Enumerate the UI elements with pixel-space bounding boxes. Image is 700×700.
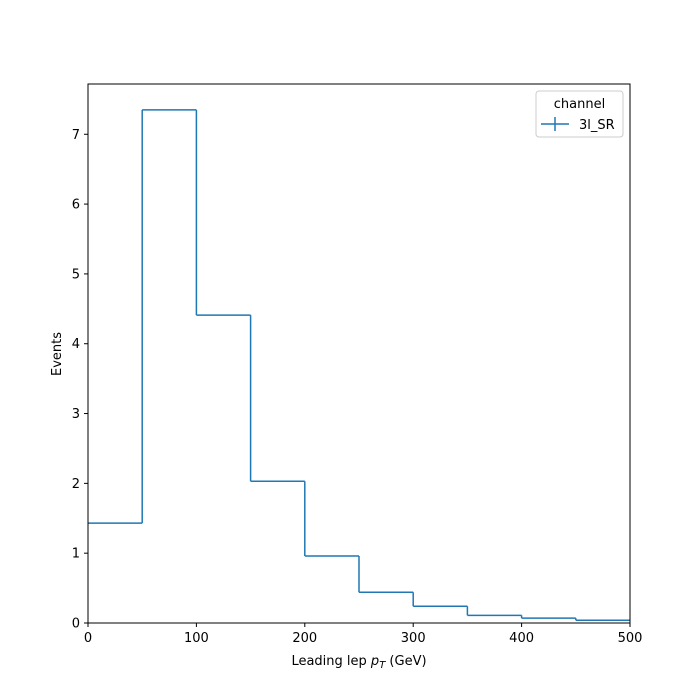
x-axis-ticks: 0 100 200 300 400 500 <box>84 623 643 646</box>
y-tick-label-2: 2 <box>72 477 80 492</box>
legend-title: channel <box>554 97 605 112</box>
x-tick-label-0: 0 <box>84 631 92 646</box>
y-tick-label-4: 4 <box>72 337 80 352</box>
histogram-marks <box>88 109 630 621</box>
y-tick-label-0: 0 <box>72 617 80 632</box>
y-tick-label-7: 7 <box>72 128 80 143</box>
plot-frame <box>87 83 631 624</box>
x-axis-label-suffix: (GeV) <box>385 654 426 669</box>
y-tick-label-3: 3 <box>72 407 80 422</box>
y-axis-ticks: 0 1 2 3 4 5 6 7 <box>72 128 88 632</box>
legend-entry-3l-sr: 3l_SR <box>579 118 615 133</box>
legend-marker-3l-sr <box>541 117 569 131</box>
x-axis-label-sub: T <box>379 660 386 671</box>
legend: channel 3l_SR <box>535 90 624 138</box>
x-tick-label-200: 200 <box>292 631 317 646</box>
legend-box <box>535 90 624 138</box>
x-axis-label: Leading lep pT (GeV) <box>291 654 426 671</box>
x-tick-label-400: 400 <box>509 631 534 646</box>
x-tick-label-500: 500 <box>618 631 643 646</box>
y-tick-label-5: 5 <box>72 267 80 282</box>
x-axis-label-prefix: Leading lep <box>291 654 370 669</box>
y-tick-label-1: 1 <box>72 547 80 562</box>
x-tick-label-300: 300 <box>401 631 426 646</box>
x-tick-label-100: 100 <box>184 631 209 646</box>
plot-area <box>88 84 630 623</box>
y-axis-label: Events <box>50 332 65 376</box>
y-tick-label-6: 6 <box>72 198 80 213</box>
x-axis-label-var: p <box>370 654 379 669</box>
